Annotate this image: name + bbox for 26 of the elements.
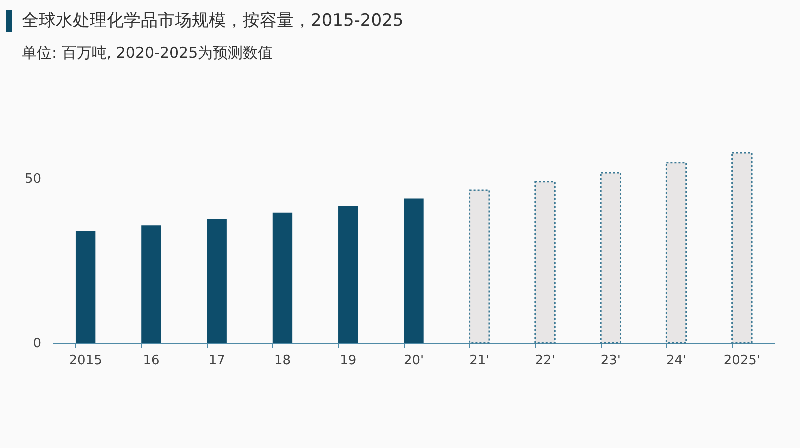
- y-tick-label: 50: [24, 172, 42, 188]
- x-tick-label: 22': [535, 354, 556, 368]
- bar: [142, 226, 162, 343]
- bar: [404, 198, 424, 343]
- x-tick-label: 21': [470, 354, 490, 368]
- x-tick-label: 16: [143, 354, 160, 368]
- bar: [338, 206, 358, 343]
- x-tick-label: 2015: [69, 354, 102, 368]
- chart-subtitle: 单位: 百万吨, 2020-2025为预测数值: [22, 44, 274, 63]
- bar: [600, 172, 622, 344]
- x-tick-label: 20': [404, 354, 424, 368]
- bar: [207, 219, 227, 343]
- bar: [666, 162, 688, 344]
- x-tick-label: 18: [274, 354, 291, 368]
- chart-title: 全球水处理化学品市场规模，按容量，2015-2025: [22, 10, 404, 32]
- x-tick-label: 2025': [724, 354, 761, 368]
- x-tick-label: 17: [208, 354, 226, 368]
- x-tick-label: 24': [666, 354, 687, 368]
- bar: [76, 231, 96, 343]
- y-tick-label: 0: [33, 336, 42, 352]
- bar: [732, 152, 753, 344]
- bar: [534, 181, 556, 344]
- x-tick-label: 23': [600, 354, 621, 368]
- bar: [469, 190, 490, 344]
- bar: [272, 212, 293, 343]
- x-tick-label: 19: [340, 354, 357, 368]
